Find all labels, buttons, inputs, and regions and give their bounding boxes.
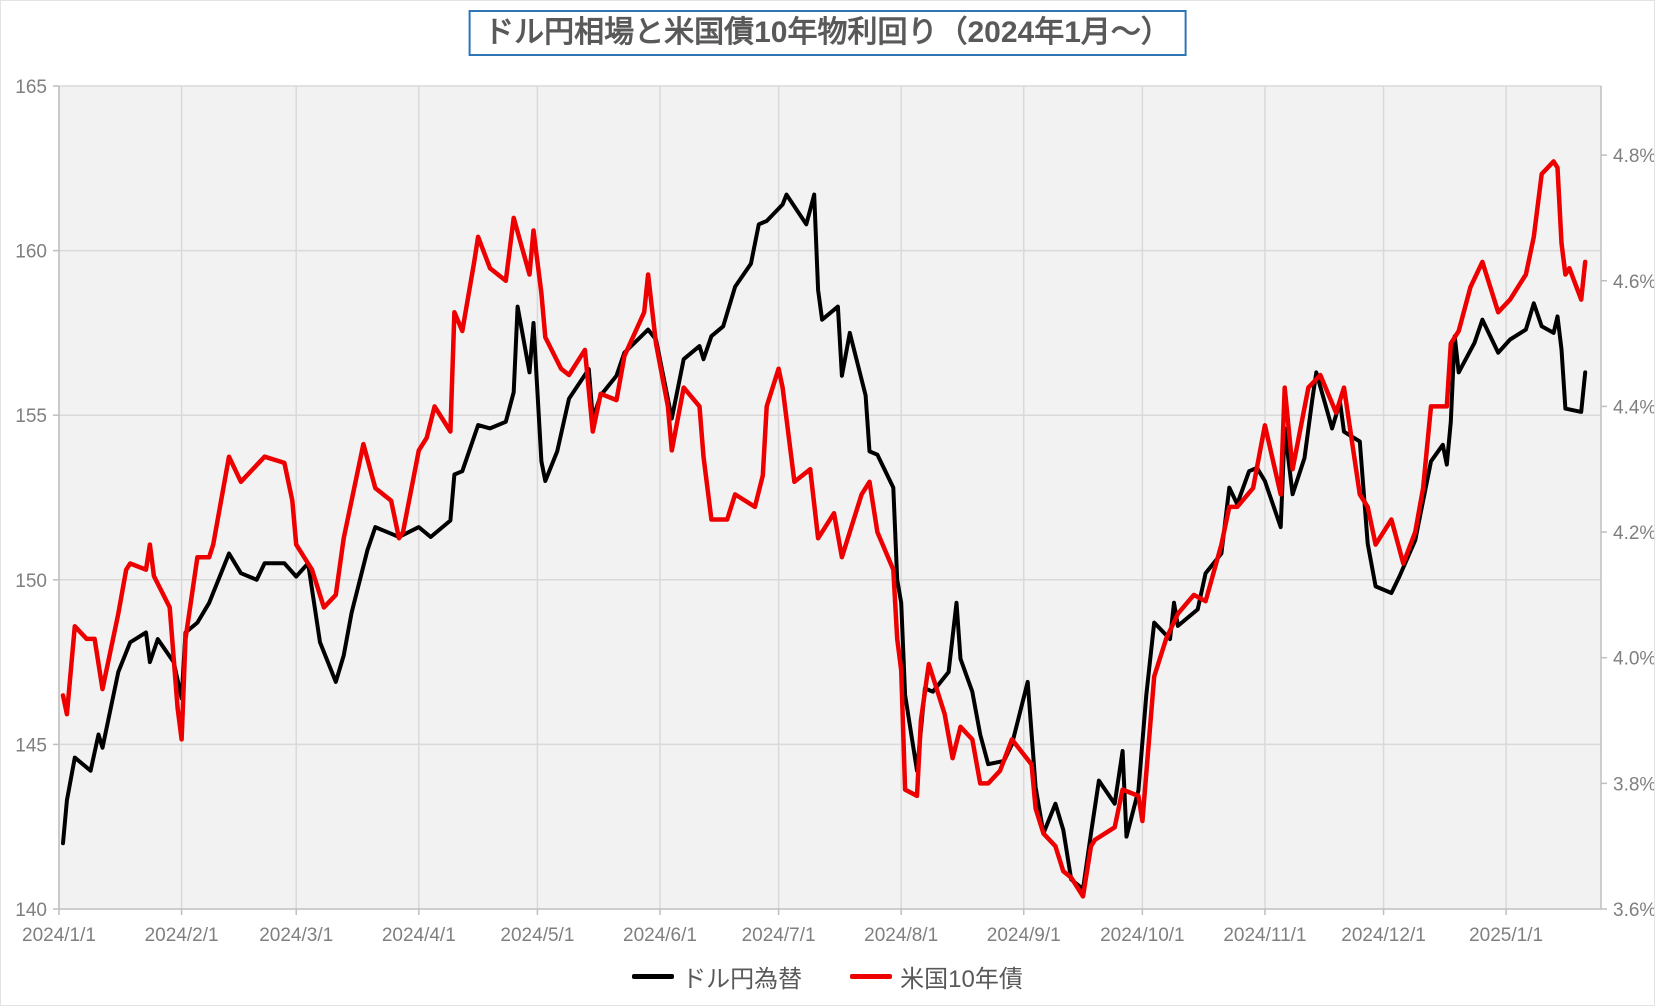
plot-background <box>59 86 1601 909</box>
series-line-ust10y <box>60 159 1588 899</box>
legend-line-swatch-red <box>850 974 893 979</box>
y-right-tick-label: 4.8% <box>1613 146 1655 167</box>
x-tick-label: 2024/7/1 <box>742 925 816 946</box>
x-tick-label: 2024/1/1 <box>22 925 96 946</box>
x-tick-label: 2024/3/1 <box>259 925 333 946</box>
y-left-tick-label: 160 <box>15 242 47 263</box>
y-right-tick-label: 4.6% <box>1613 272 1655 293</box>
x-tick-label: 2024/11/1 <box>1223 925 1306 946</box>
x-tick-label: 2024/10/1 <box>1100 925 1185 946</box>
axis-lines <box>53 85 1607 915</box>
x-tick-label: 2024/9/1 <box>987 925 1061 946</box>
axis-labels: 140 145 150 155 160 165 3.6% 3.8% 4.0% 4.2% 4.4% 4.… <box>15 77 1655 946</box>
legend-item-usdjpy: ドル円為替 <box>632 959 802 994</box>
chart-legend: ドル円為替 米国10年債 <box>1 959 1654 994</box>
gridlines <box>58 85 1601 909</box>
y-left-tick-label: 140 <box>15 900 47 921</box>
y-right-tick-label: 4.2% <box>1613 523 1655 544</box>
series-line-usdjpy <box>61 192 1588 892</box>
x-tick-label: 2024/6/1 <box>623 925 697 946</box>
chart-title: ドル円相場と米国債10年物利回り（2024年1月～） <box>468 10 1187 56</box>
y-right-tick-label: 3.6% <box>1613 900 1655 921</box>
x-tick-label: 2024/12/1 <box>1341 925 1426 946</box>
x-tick-label: 2024/2/1 <box>145 925 219 946</box>
y-left-tick-label: 150 <box>15 571 47 592</box>
y-left-tick-label: 155 <box>15 406 47 427</box>
x-tick-label: 2024/4/1 <box>382 925 456 946</box>
y-left-tick-label: 145 <box>15 735 47 756</box>
legend-item-ust10y: 米国10年債 <box>850 959 1023 994</box>
legend-label-usdjpy: ドル円為替 <box>682 966 803 993</box>
y-right-tick-label: 3.8% <box>1613 774 1655 795</box>
x-tick-label: 2024/8/1 <box>864 925 938 946</box>
y-left-tick-label: 165 <box>15 77 47 98</box>
legend-line-swatch-black <box>632 974 675 979</box>
x-tick-label: 2025/1/1 <box>1469 925 1543 946</box>
x-tick-label: 2024/5/1 <box>500 925 574 946</box>
y-right-tick-label: 4.4% <box>1613 397 1655 418</box>
legend-label-ust10y: 米国10年債 <box>900 966 1023 993</box>
y-right-tick-label: 4.0% <box>1613 649 1655 670</box>
